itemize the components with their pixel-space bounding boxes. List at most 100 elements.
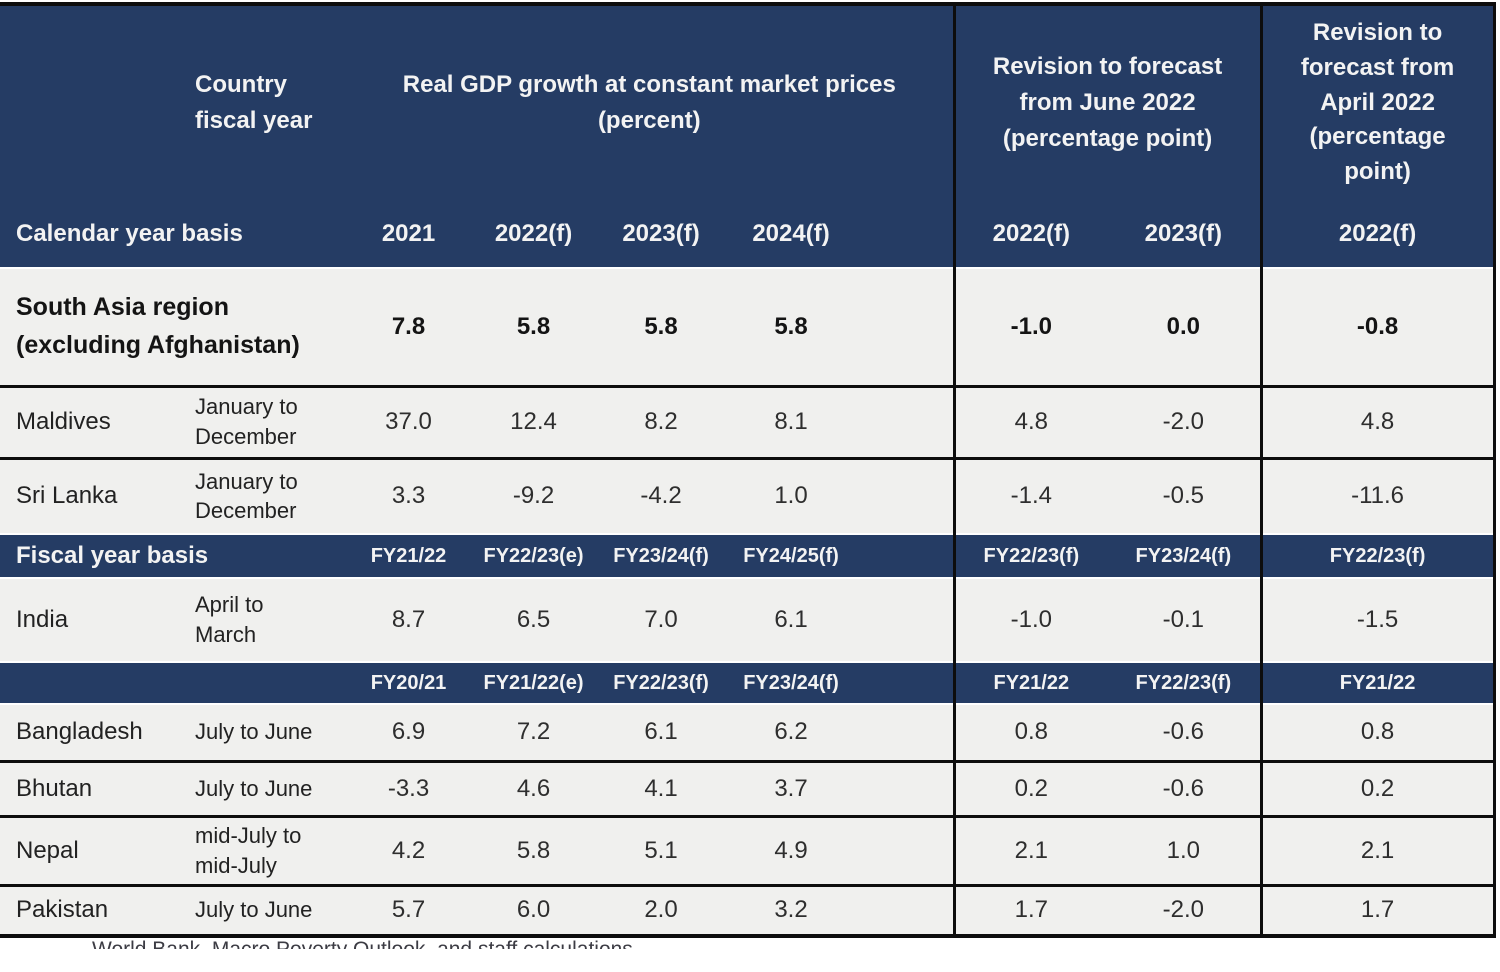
revision-value: -0.6 [1107,759,1262,816]
spacer-cell [856,704,955,761]
spacer-cell [856,883,955,938]
fiscal-year-header-row-2: FY20/21 FY21/22(e) FY22/23(f) FY23/24(f)… [0,661,1496,705]
gdp-value: 3.3 [346,456,472,534]
gdp-value: 5.8 [726,268,857,386]
header-country-fiscal-year: Country fiscal year [0,2,347,200]
fiscal-year-range: July to June [186,883,347,938]
revision-value: -0.5 [1107,456,1262,534]
gdp-value: 4.2 [346,814,472,885]
spacer-cell [856,268,955,386]
country-name: Pakistan [0,883,186,938]
revision-value: 1.7 [952,883,1108,938]
revision-value: 0.8 [952,704,1108,761]
header-revision-june: Revision to forecast from June 2022 (per… [952,2,1262,200]
year-header: 2022(f) [952,200,1108,269]
year-header: 2023(f) [596,200,727,269]
fy-header: FY22/23(e) [471,533,597,579]
table-row-bhutan: Bhutan July to June -3.3 4.6 4.1 3.7 0.2… [0,759,1496,816]
year-header: 2022(f) [1259,200,1496,269]
revision-value: -1.5 [1259,578,1496,662]
fy-header: FY21/22 [346,533,472,579]
gdp-value: 6.5 [471,578,597,662]
revision-value: -0.1 [1107,578,1262,662]
year-header: 2023(f) [1107,200,1262,269]
source-footnote: World Bank, Macro Poverty Outlook, and s… [92,938,1500,949]
revision-value: 0.0 [1107,268,1262,386]
gdp-value: 1.0 [726,456,857,534]
gdp-value: -9.2 [471,456,597,534]
table-row-india: India April to March 8.7 6.5 7.0 6.1 -1.… [0,578,1496,662]
revision-value: 4.8 [1259,384,1496,458]
spacer-cell [856,578,955,662]
fiscal-year-range: January to December [186,456,347,534]
fiscal-basis-label-empty [0,661,347,705]
spacer-cell [856,661,955,705]
revision-value: -2.0 [1107,883,1262,938]
revision-value: -2.0 [1107,384,1262,458]
gdp-value: 3.7 [726,759,857,816]
revision-value: -11.6 [1259,456,1496,534]
country-name: Maldives [0,384,186,458]
gdp-value: 6.9 [346,704,472,761]
fy-header: FY22/23(f) [596,661,727,705]
country-name: Bangladesh [0,704,186,761]
fy-header: FY21/22 [1259,661,1496,705]
country-name: Nepal [0,814,186,885]
country-name: Sri Lanka [0,456,186,534]
gdp-value: 12.4 [471,384,597,458]
table-row-south-asia: South Asia region (excluding Afghanistan… [0,268,1496,386]
spacer-cell [856,456,955,534]
fy-header: FY21/22(e) [471,661,597,705]
header-group-row: Country fiscal year Real GDP growth at c… [0,2,1496,200]
revision-value: 1.0 [1107,814,1262,885]
gdp-value: 5.8 [471,814,597,885]
table-row-maldives: Maldives January to December 37.0 12.4 8… [0,384,1496,458]
gdp-value: 5.7 [346,883,472,938]
gdp-value: 6.1 [596,704,727,761]
spacer-cell [856,814,955,885]
revision-value: 4.8 [952,384,1108,458]
fiscal-year-range: January to December [186,384,347,458]
gdp-value: 3.2 [726,883,857,938]
fy-header: FY22/23(f) [1107,661,1262,705]
spacer-cell [856,384,955,458]
table-row-pakistan: Pakistan July to June 5.7 6.0 2.0 3.2 1.… [0,883,1496,938]
revision-value: -1.0 [952,578,1108,662]
source-footnote-text: World Bank, Macro Poverty Outlook, and s… [92,938,1500,949]
calendar-basis-label: Calendar year basis [0,200,347,269]
gdp-value: 7.0 [596,578,727,662]
fy-header: FY24/25(f) [726,533,857,579]
gdp-value: 8.1 [726,384,857,458]
gdp-value: 4.9 [726,814,857,885]
gdp-value: 8.2 [596,384,727,458]
fy-header: FY22/23(f) [1259,533,1496,579]
country-name: India [0,578,186,662]
table-row-nepal: Nepal mid-July to mid-July 4.2 5.8 5.1 4… [0,814,1496,885]
revision-value: 2.1 [952,814,1108,885]
table-row-sri-lanka: Sri Lanka January to December 3.3 -9.2 -… [0,456,1496,534]
gdp-value: 5.8 [471,268,597,386]
gdp-value: 6.2 [726,704,857,761]
region-name: South Asia region (excluding Afghanistan… [0,268,347,386]
revision-value: 0.2 [1259,759,1496,816]
revision-value: 2.1 [1259,814,1496,885]
gdp-value: -3.3 [346,759,472,816]
fiscal-basis-label: Fiscal year basis [0,533,347,579]
country-name: Bhutan [0,759,186,816]
spacer-cell [856,759,955,816]
gdp-value: 4.1 [596,759,727,816]
gdp-value: 7.8 [346,268,472,386]
calendar-year-header-row: Calendar year basis 2021 2022(f) 2023(f)… [0,200,1496,269]
year-header: 2021 [346,200,472,269]
gdp-value: 6.1 [726,578,857,662]
fiscal-year-range: April to March [186,578,347,662]
gdp-value: 37.0 [346,384,472,458]
gdp-value: 7.2 [471,704,597,761]
fy-header: FY23/24(f) [596,533,727,579]
revision-value: 0.2 [952,759,1108,816]
gdp-value: 5.8 [596,268,727,386]
revision-value: -0.8 [1259,268,1496,386]
revision-value: 1.7 [1259,883,1496,938]
fy-header: FY20/21 [346,661,472,705]
revision-value: -0.6 [1107,704,1262,761]
